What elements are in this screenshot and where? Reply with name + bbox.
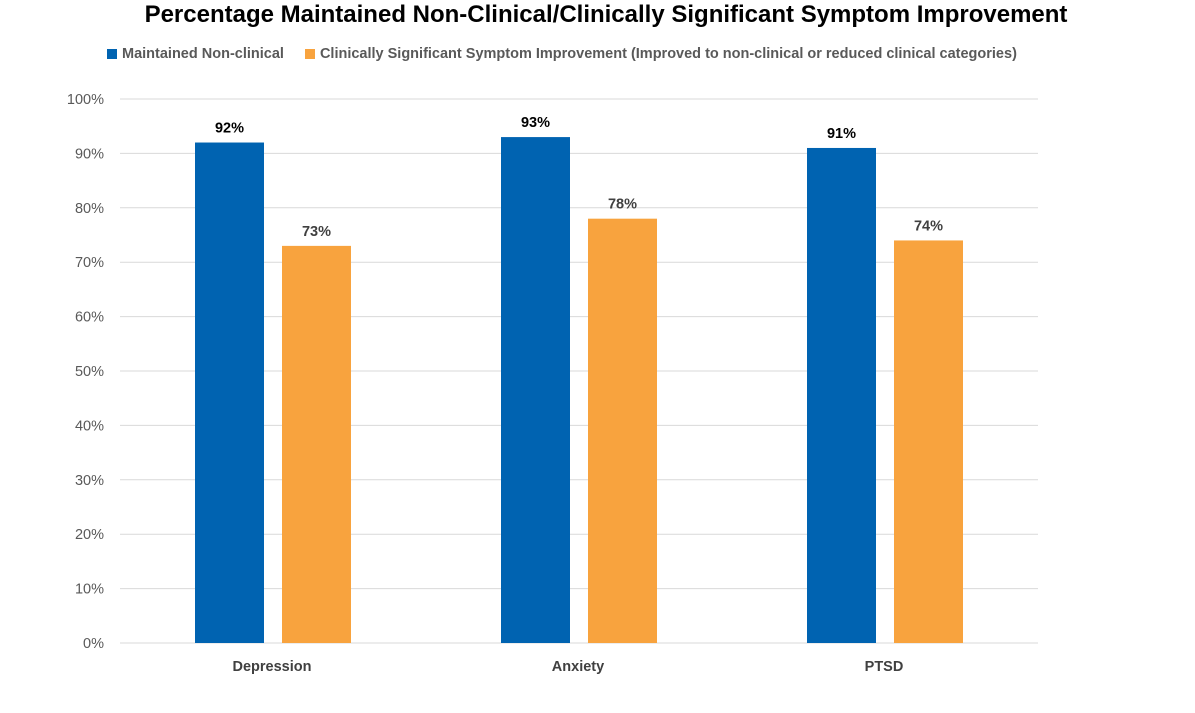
data-label-anxiety-series-0: 93%	[521, 115, 550, 131]
y-tick-label-10: 10%	[75, 582, 104, 598]
bar-depression-series-1	[282, 245, 351, 643]
y-tick-label-90: 90%	[75, 146, 104, 162]
bar-anxiety-series-0	[501, 137, 570, 643]
bar-anxiety-series-1	[588, 218, 657, 643]
legend-swatch-clinically-significant-improvement	[304, 49, 315, 59]
chart-legend: Maintained Non-clinical Clinically Signi…	[107, 46, 1038, 62]
legend-swatch-maintained-non-clinical	[107, 49, 117, 59]
legend-item-maintained-non-clinical[interactable]: Maintained Non-clinical	[107, 46, 284, 62]
y-tick-label-40: 40%	[75, 418, 104, 434]
y-tick-label-0: 0%	[83, 636, 104, 652]
y-tick-label-100: 100%	[67, 92, 104, 108]
y-tick-label-60: 60%	[75, 310, 104, 326]
legend-label-maintained-non-clinical: Maintained Non-clinical	[122, 46, 284, 62]
bar-depression-series-0	[195, 142, 264, 643]
legend-label-clinically-significant-improvement: Clinically Significant Symptom Improveme…	[319, 46, 1017, 62]
data-label-anxiety-series-1: 78%	[608, 197, 637, 213]
y-tick-label-30: 30%	[75, 473, 104, 489]
bar-ptsd-series-1	[894, 240, 963, 643]
data-label-depression-series-1: 73%	[302, 224, 331, 240]
x-tick-label-anxiety: Anxiety	[552, 659, 604, 675]
data-label-ptsd-series-0: 91%	[827, 126, 856, 142]
x-tick-label-depression: Depression	[233, 659, 312, 675]
bar-ptsd-series-0	[807, 147, 876, 643]
y-tick-label-80: 80%	[75, 201, 104, 217]
y-tick-label-20: 20%	[75, 527, 104, 543]
data-label-ptsd-series-1: 74%	[914, 218, 943, 234]
chart-title: Percentage Maintained Non-Clinical/Clini…	[144, 1, 1068, 28]
y-tick-label-50: 50%	[75, 364, 104, 380]
y-tick-label-70: 70%	[75, 255, 104, 271]
x-tick-label-ptsd: PTSD	[865, 659, 904, 675]
legend-item-clinically-significant-improvement[interactable]: Clinically Significant Symptom Improveme…	[304, 46, 1017, 62]
data-label-depression-series-0: 92%	[215, 121, 244, 137]
